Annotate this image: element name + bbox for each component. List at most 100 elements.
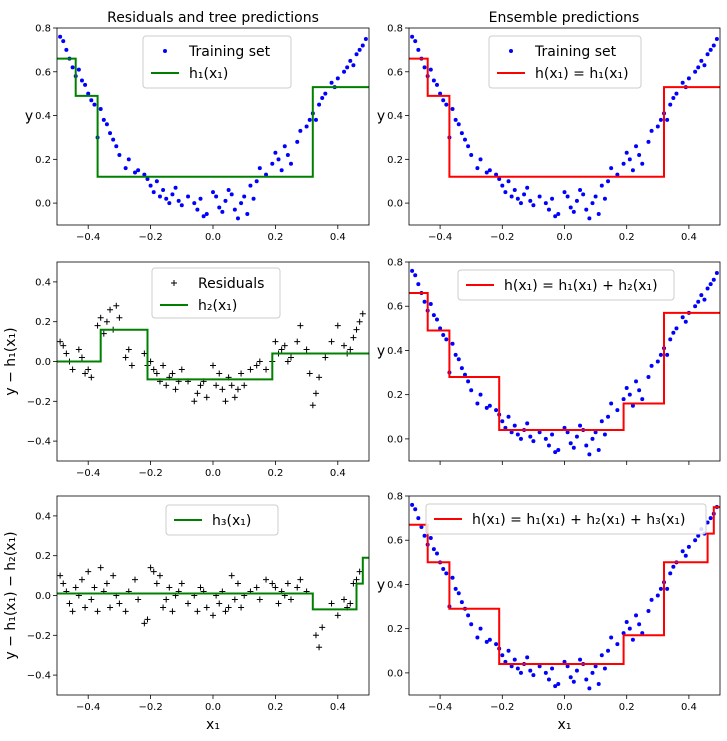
residual-point bbox=[359, 310, 366, 317]
x-tick-label: 0.2 bbox=[267, 702, 283, 713]
scatter-series bbox=[57, 302, 366, 409]
data-point bbox=[543, 201, 548, 206]
residual-point bbox=[150, 568, 157, 575]
residual-point bbox=[60, 580, 67, 587]
data-point bbox=[565, 430, 570, 435]
data-point bbox=[593, 664, 598, 669]
data-point bbox=[108, 131, 113, 136]
data-point bbox=[528, 434, 533, 439]
x-tick-label: 0.0 bbox=[205, 232, 221, 243]
y-tick-label: 0.6 bbox=[387, 67, 403, 78]
y-tick-label: 0.4 bbox=[387, 580, 403, 591]
subplot-2: −0.4 −0.2 0.0 0.2 0.4 0.0 0.2 0.4 0.6 0.8 y Trainin… bbox=[377, 24, 721, 243]
data-point bbox=[484, 639, 489, 644]
legend-label: h₂(x₁) bbox=[198, 298, 237, 314]
data-point bbox=[416, 47, 421, 52]
residual-point bbox=[103, 318, 110, 325]
data-point bbox=[606, 648, 611, 653]
data-point bbox=[658, 586, 663, 591]
residual-point bbox=[316, 644, 323, 651]
residual-point bbox=[97, 314, 104, 321]
data-point bbox=[282, 144, 287, 149]
residual-point bbox=[256, 358, 263, 365]
residual-point bbox=[350, 334, 357, 341]
y-tick-label: 0.2 bbox=[35, 155, 51, 166]
data-point bbox=[655, 359, 660, 364]
data-point bbox=[469, 622, 474, 627]
data-point bbox=[649, 128, 654, 133]
data-point bbox=[459, 600, 464, 605]
data-point bbox=[550, 432, 555, 437]
residual-point bbox=[78, 576, 85, 583]
data-point bbox=[506, 179, 511, 184]
residual-point bbox=[322, 354, 329, 361]
x-tick-label: 0.2 bbox=[619, 702, 635, 713]
residual-point bbox=[69, 366, 76, 373]
data-point bbox=[475, 635, 480, 640]
data-point bbox=[665, 586, 670, 591]
data-point bbox=[621, 397, 626, 402]
data-point bbox=[574, 198, 579, 203]
residual-point bbox=[85, 568, 92, 575]
residual-point bbox=[219, 386, 226, 393]
y-tick-label: 0.4 bbox=[35, 511, 51, 522]
residual-point bbox=[91, 584, 98, 591]
residual-point bbox=[263, 576, 270, 583]
data-point bbox=[512, 423, 517, 428]
data-point bbox=[161, 187, 166, 192]
y-tick-label: 0.8 bbox=[35, 24, 51, 35]
data-point bbox=[83, 82, 88, 87]
residual-point bbox=[57, 572, 64, 579]
data-point bbox=[655, 593, 660, 598]
y-tick-label: 0.8 bbox=[387, 24, 403, 35]
residual-point bbox=[122, 354, 129, 361]
data-point bbox=[674, 91, 679, 96]
data-point bbox=[506, 648, 511, 653]
data-point bbox=[637, 152, 642, 157]
residual-point bbox=[216, 370, 223, 377]
residual-point bbox=[353, 576, 360, 583]
data-point bbox=[410, 502, 415, 507]
data-point bbox=[245, 212, 250, 217]
data-point bbox=[686, 76, 691, 81]
data-point bbox=[609, 166, 614, 171]
residual-point bbox=[94, 608, 101, 615]
data-point bbox=[410, 34, 415, 39]
data-point bbox=[578, 187, 583, 192]
residual-point bbox=[253, 584, 260, 591]
data-point bbox=[484, 405, 489, 410]
data-point bbox=[289, 161, 293, 166]
data-point bbox=[173, 185, 178, 190]
data-point bbox=[126, 157, 131, 162]
data-point bbox=[422, 533, 427, 538]
residual-point bbox=[116, 600, 123, 607]
data-point bbox=[574, 668, 579, 673]
data-point bbox=[640, 397, 645, 402]
data-point bbox=[167, 201, 172, 206]
data-point bbox=[232, 207, 237, 212]
data-point bbox=[500, 419, 505, 424]
data-point bbox=[416, 282, 421, 287]
y-tick-label: 0.2 bbox=[387, 390, 403, 401]
data-point bbox=[487, 637, 492, 642]
subplot-5: −0.4 −0.2 0.0 0.2 0.4 −0.4 −0.2 0.0 0.2 0.4 y − h₁… bbox=[3, 495, 370, 733]
data-point bbox=[646, 139, 651, 144]
x-tick-label: −0.4 bbox=[76, 232, 100, 243]
residual-point bbox=[312, 632, 319, 639]
data-point bbox=[494, 642, 499, 647]
data-point bbox=[693, 304, 698, 309]
data-point bbox=[556, 447, 561, 452]
data-point bbox=[646, 608, 651, 613]
residual-point bbox=[353, 326, 360, 333]
y-tick-label: 0.2 bbox=[387, 624, 403, 635]
data-point bbox=[627, 626, 632, 631]
x-tick-label: −0.4 bbox=[428, 702, 452, 713]
data-point bbox=[634, 144, 639, 149]
data-point bbox=[487, 168, 492, 173]
data-point bbox=[668, 571, 673, 576]
legend-label: Training set bbox=[188, 44, 271, 60]
residual-point bbox=[309, 402, 316, 409]
column-title-right: Ensemble predictions bbox=[489, 10, 640, 26]
residual-point bbox=[113, 302, 120, 309]
residual-point bbox=[256, 596, 263, 603]
